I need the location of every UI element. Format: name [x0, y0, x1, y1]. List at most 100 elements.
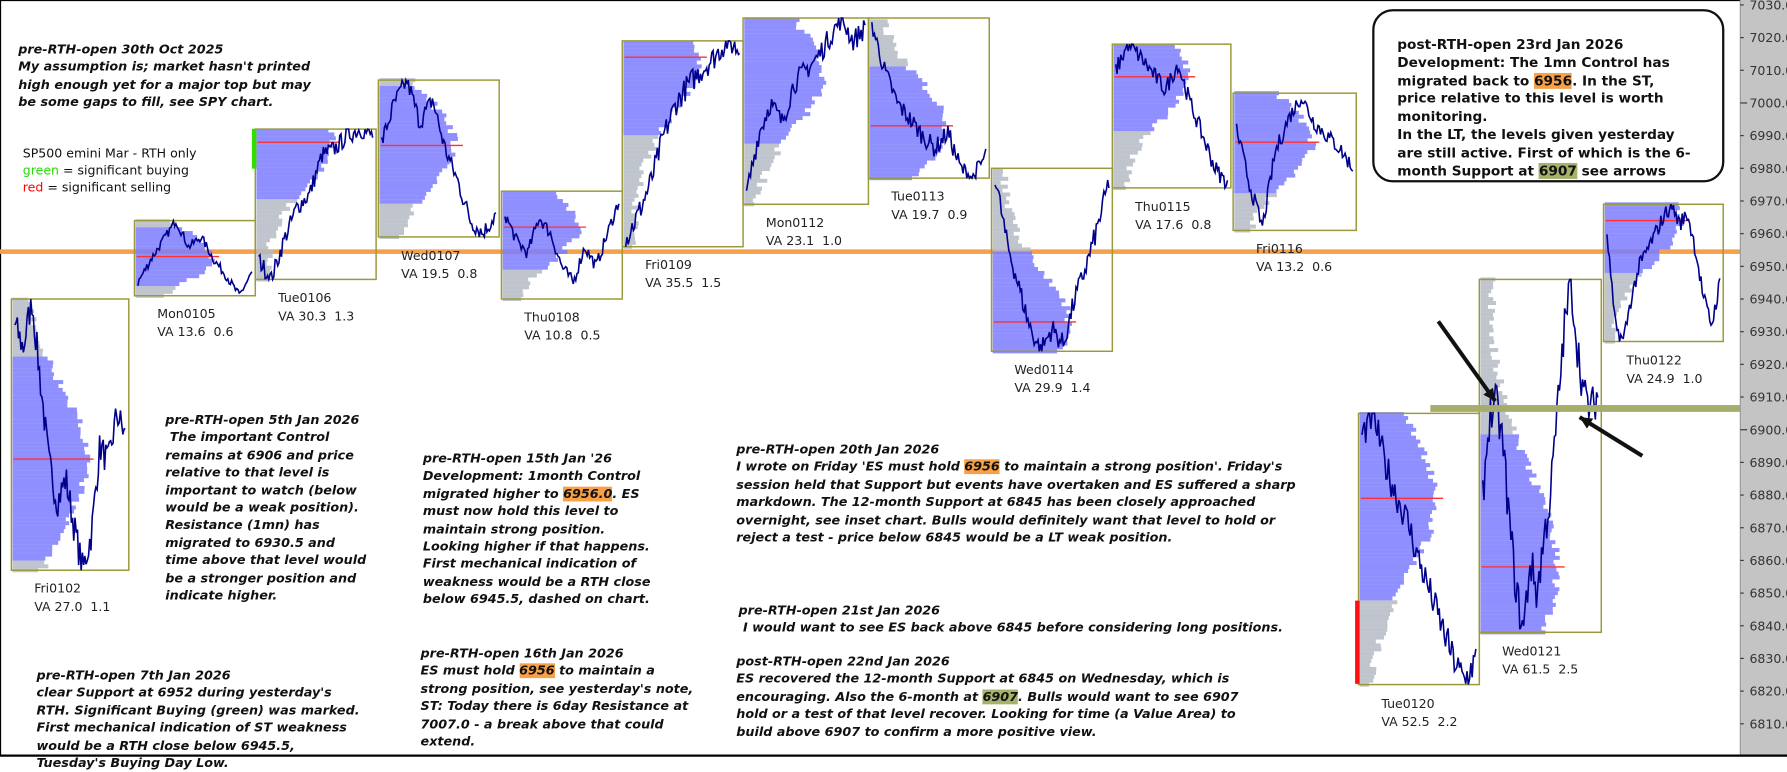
profile-bar [1604, 327, 1619, 332]
profile-bar [744, 61, 820, 66]
session-box [10, 298, 130, 571]
profile-bar [869, 42, 897, 47]
price-line [1361, 412, 1477, 685]
profile-bar [1113, 103, 1176, 108]
profile-bar [869, 148, 942, 153]
profile-bar [1234, 106, 1291, 111]
profile-bar [623, 185, 638, 190]
profile-bar [1234, 157, 1303, 162]
profile-bar [502, 191, 557, 196]
profile-bar [744, 170, 762, 175]
note-line: remains at 6906 and price [165, 447, 366, 465]
profile-bar [992, 337, 1067, 342]
profile-bar [1359, 427, 1417, 432]
profile-bar [379, 148, 452, 153]
profile-bar [12, 462, 87, 467]
profile-bar [1480, 312, 1493, 317]
profile-bar [1234, 181, 1285, 186]
profile-bar [744, 147, 775, 152]
profile-bar [744, 104, 812, 109]
note-text: see arrows [1576, 162, 1667, 179]
note-line: Development: The 1mn Control has [1397, 54, 1722, 72]
y-tick-label: 6860.0 [1749, 553, 1787, 568]
note-text: overnight, see inset chart. Bulls would … [736, 512, 1276, 528]
note-line: maintain strong position. [423, 520, 651, 538]
profile-bar [1480, 297, 1494, 302]
profile-bar [256, 163, 322, 168]
y-tick-label: 6850.0 [1749, 586, 1787, 601]
profile-bar [1604, 241, 1673, 246]
profile-bar [992, 310, 1067, 315]
profile-bar [12, 454, 91, 459]
profile-bar [869, 168, 920, 173]
profile-bar [502, 202, 569, 207]
profile-bar [1480, 285, 1494, 290]
profile-bar [256, 167, 325, 172]
profile-bar [992, 192, 1011, 197]
profile-bar [623, 44, 695, 49]
price-line [1114, 43, 1229, 191]
highlighted-level: 6956 [964, 459, 1000, 475]
profile-bar [256, 132, 335, 137]
profile-bar [379, 82, 413, 87]
profile-bar [623, 40, 694, 45]
note-text: are still active. First of which is the … [1397, 144, 1691, 161]
profile-bar [1480, 536, 1550, 541]
profile-bar [623, 166, 640, 171]
profile-bar [1234, 224, 1256, 229]
note-jan22: post-RTH-open 22nd Jan 2026 ES recovered … [736, 653, 1238, 741]
profile-bar [1480, 622, 1547, 627]
profile-bar [623, 68, 700, 73]
profile-bar [1480, 442, 1519, 447]
profile-bar [1234, 185, 1279, 190]
profile-bar [1604, 253, 1660, 258]
profile-bar [744, 119, 797, 124]
profile-bar [869, 58, 908, 63]
note-text: extend. [420, 734, 476, 749]
note-line: reject a test - price below 6845 would b… [736, 529, 1295, 547]
profile-bar [1604, 261, 1655, 266]
note-line: indicate higher. [165, 587, 366, 605]
session-label: Fri0109 VA 35.5 1.5 [645, 257, 721, 293]
profile-bar [1480, 348, 1499, 353]
session-va: VA 13.2 0.6 [1255, 260, 1333, 275]
session-label: Mon0105 VA 13.6 0.6 [157, 306, 233, 342]
note-text: ES must hold [420, 663, 520, 679]
profile-bar [135, 274, 200, 279]
profile-bar [12, 321, 32, 326]
profile-bar [992, 259, 1033, 264]
highlighted-level: 6956.0 [563, 486, 613, 502]
profile-bar [623, 174, 642, 179]
profile-bar [379, 101, 438, 106]
profile-bar [1480, 371, 1498, 376]
session-box [1478, 278, 1603, 634]
note-line: Resistance (1mn) has [165, 517, 366, 535]
profile-bar [379, 113, 447, 118]
profile-bar [1604, 335, 1616, 340]
note-text: Looking higher if that happens. [422, 539, 650, 554]
note-text: In the LT, the levels given yesterday [1397, 126, 1675, 143]
profile-bar [12, 434, 81, 439]
note-line: hold or a test of that level recover. Lo… [736, 706, 1238, 724]
profile-bar [379, 195, 425, 200]
profile-bar [379, 117, 445, 122]
profile-bar [623, 115, 671, 120]
profile-bar [1234, 173, 1296, 178]
profile-bar [1604, 225, 1676, 230]
profile-bar [1480, 563, 1556, 568]
profile-bar [623, 64, 702, 69]
profile-bar [992, 278, 1053, 283]
note-line: pre-RTH-open 7th Jan 2026 [36, 667, 359, 685]
session-va: VA 24.9 1.0 [1626, 371, 1703, 386]
profile-bar [12, 482, 80, 487]
profile-bar [12, 403, 68, 408]
note-text: maintain strong position. [422, 521, 606, 537]
note-text: RTH. Significant Buying (green) was mark… [36, 702, 360, 718]
note-line: pre-RTH-open 15th Jan '26 [423, 450, 651, 468]
profile-bar [379, 136, 458, 141]
note-line: pre-RTH-open 30th Oct 2025 [18, 41, 311, 59]
note-line: First mechanical indication of ST weakne… [36, 719, 359, 737]
profile-bar [623, 76, 699, 81]
note-text: post-RTH-open 23rd Jan 2026 [1397, 36, 1624, 53]
profile-bar [1359, 592, 1396, 597]
